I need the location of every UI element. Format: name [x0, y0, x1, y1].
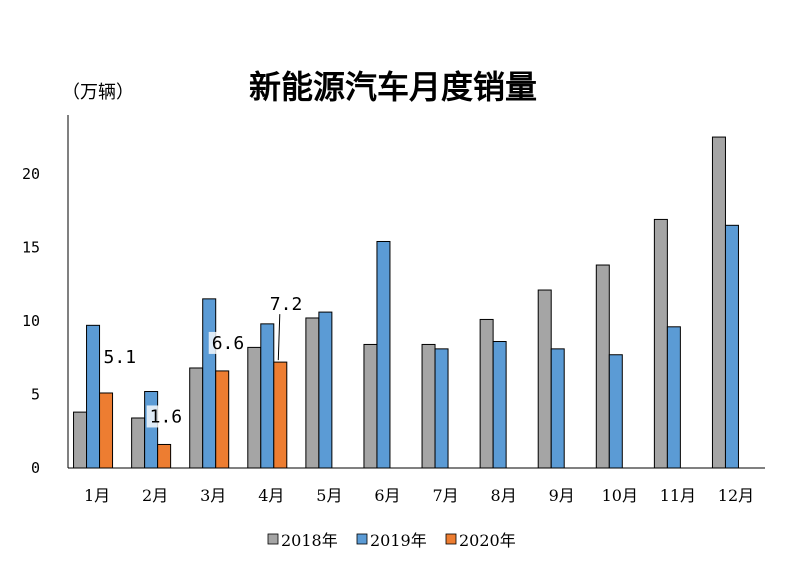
bar: [711, 136, 726, 469]
bar: [376, 240, 391, 469]
y-tick-label: 15: [22, 238, 40, 256]
x-tick-label: 11月: [660, 486, 696, 505]
bar: [202, 298, 217, 469]
legend-swatch: [445, 533, 457, 545]
x-tick-label: 9月: [549, 486, 575, 505]
bar: [479, 318, 494, 469]
bar: [99, 392, 114, 469]
bar: [131, 417, 146, 469]
x-tick-label: 4月: [258, 486, 284, 505]
x-tick-label: 10月: [602, 486, 638, 505]
bar: [434, 348, 449, 469]
x-tick-label: 3月: [200, 486, 226, 505]
x-tick-label: 12月: [718, 486, 754, 505]
bar: [86, 324, 101, 469]
data-label-background: [208, 331, 246, 354]
chart-title: 新能源汽车月度销量: [249, 68, 537, 106]
bar: [273, 361, 288, 469]
x-tick-label: 7月: [432, 486, 458, 505]
plot-area: 0 5 10 15 20 1月 2月 3月 4月 5月 6月 7月 8月 9月 10月 11月 12月 5.1 1.…: [22, 115, 765, 505]
bar: [73, 411, 88, 469]
legend-label: 2019年: [370, 531, 427, 550]
data-label: 6.6: [212, 333, 245, 354]
bar: [247, 346, 262, 469]
bar: [666, 326, 681, 469]
legend-swatch: [267, 533, 279, 545]
x-tick-label: 8月: [491, 486, 517, 505]
legend-swatch: [356, 533, 368, 545]
data-label: 7.2: [270, 294, 303, 315]
data-label-background: [266, 293, 304, 316]
data-label: 1.6: [150, 406, 183, 427]
data-label-background: [100, 345, 138, 368]
data-label-background: [146, 405, 184, 428]
bar: [550, 348, 565, 469]
bar: [305, 317, 320, 469]
bar: [608, 354, 623, 469]
bar: [653, 218, 668, 469]
bar: [157, 443, 172, 469]
bar: [537, 289, 552, 469]
bar: [144, 391, 159, 469]
bar: [215, 370, 230, 469]
y-tick-label: 20: [22, 165, 40, 183]
bar: [421, 343, 436, 469]
legend-label: 2018年: [281, 531, 338, 550]
data-label-leader-line: [277, 314, 281, 361]
legend-label: 2020年: [459, 531, 516, 550]
bar: [492, 341, 507, 469]
x-tick-label: 5月: [316, 486, 342, 505]
legend: 2018年 2019年 2020年: [267, 531, 516, 550]
bar: [724, 224, 739, 469]
y-tick-label: 5: [31, 385, 40, 403]
bar: [318, 311, 333, 469]
bar: [363, 343, 378, 469]
y-tick-label: 0: [31, 459, 40, 477]
x-tick-label: 6月: [374, 486, 400, 505]
y-tick-label: 10: [22, 312, 40, 330]
bar: [189, 367, 204, 469]
x-tick-label: 2月: [142, 486, 168, 505]
bar: [595, 264, 610, 469]
x-tick-label: 1月: [84, 486, 110, 505]
y-axis-unit-label: （万辆）: [62, 82, 134, 103]
bar: [260, 323, 275, 469]
data-label: 5.1: [104, 347, 137, 368]
